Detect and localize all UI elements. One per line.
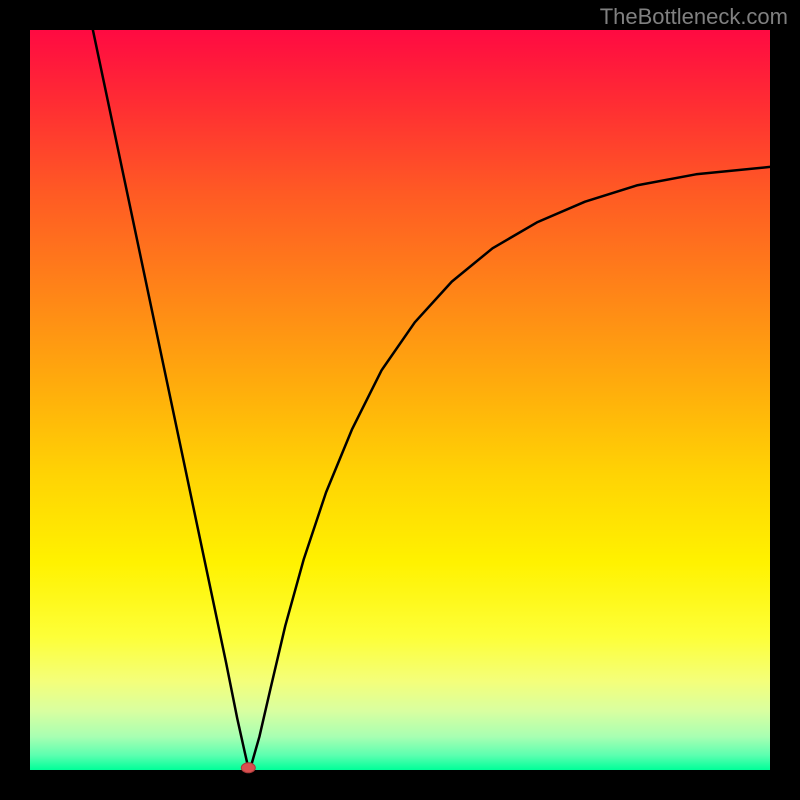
optimum-marker xyxy=(241,763,255,773)
bottleneck-chart xyxy=(0,0,800,800)
chart-container: TheBottleneck.com xyxy=(0,0,800,800)
plot-background xyxy=(30,30,770,770)
watermark-text: TheBottleneck.com xyxy=(600,4,788,30)
